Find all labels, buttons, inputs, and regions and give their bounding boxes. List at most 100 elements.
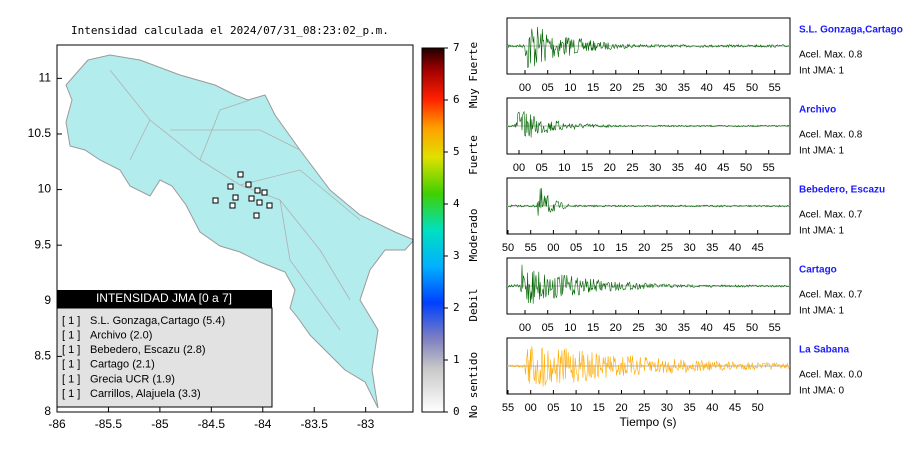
x-axis-label: Tiempo (s) xyxy=(620,415,677,429)
station-name: S.L. Gonzaga,Cartago xyxy=(799,25,903,36)
station-int: Int JMA: 1 xyxy=(799,146,844,157)
time-tick-label: 55 xyxy=(502,402,514,414)
x-tick-label: -83.5 xyxy=(301,417,329,431)
legend-header xyxy=(57,290,272,308)
legend-tag: [ 1 ] xyxy=(62,373,80,385)
y-tick-label: 9.5 xyxy=(34,237,51,251)
colorbar-label: Debil xyxy=(467,288,480,321)
legend-label: Cartago (2.1) xyxy=(90,359,155,371)
time-tick-label: 10 xyxy=(564,82,576,94)
legend-tag: [ 1 ] xyxy=(62,359,80,371)
map-frame xyxy=(56,44,414,413)
station-name: La Sabana xyxy=(799,345,849,356)
time-tick-label: 40 xyxy=(729,242,741,254)
time-tick-label: 20 xyxy=(615,402,627,414)
station-name: Archivo xyxy=(799,105,836,116)
time-tick-label: 35 xyxy=(678,322,690,334)
time-tick-label: 40 xyxy=(706,402,718,414)
legend-tag: [ 1 ] xyxy=(62,330,80,342)
time-tick-label: 20 xyxy=(610,82,622,94)
legend-label: Bebedero, Escazu (2.8) xyxy=(90,344,206,356)
station-acel: Acel. Max. 0.8 xyxy=(799,130,863,141)
station-acel: Acel. Max. 0.0 xyxy=(799,370,863,381)
station-acel: Acel. Max. 0.8 xyxy=(799,50,863,61)
colorbar-tick-label: 7 xyxy=(453,41,460,54)
time-tick-label: 45 xyxy=(752,242,764,254)
time-tick-label: 55 xyxy=(769,322,781,334)
colorbar-tick-label: 4 xyxy=(453,197,460,210)
time-tick-label: 00 xyxy=(525,402,537,414)
time-tick-label: 15 xyxy=(593,402,605,414)
time-tick-label: 50 xyxy=(746,82,758,94)
time-tick-label: 35 xyxy=(672,162,684,174)
map-title: Intensidad calculada el 2024/07/31_08:23… xyxy=(71,24,389,37)
colorbar-tick-label: 3 xyxy=(453,249,460,262)
x-tick-label: -85 xyxy=(151,417,169,431)
time-tick-label: 05 xyxy=(536,162,548,174)
legend-label: S.L. Gonzaga,Cartago (5.4) xyxy=(90,315,225,327)
station-name: Bebedero, Escazu xyxy=(799,185,885,196)
colorbar-tick-label: 2 xyxy=(453,301,460,314)
time-tick-label: 15 xyxy=(587,322,599,334)
time-tick-label: 30 xyxy=(661,402,673,414)
time-tick-label: 15 xyxy=(581,162,593,174)
time-tick-label: 25 xyxy=(626,162,638,174)
time-tick-label: 10 xyxy=(570,402,582,414)
legend-tag: [ 1 ] xyxy=(62,344,80,356)
time-tick-label: 35 xyxy=(678,82,690,94)
station-int: Int JMA: 1 xyxy=(799,226,844,237)
x-tick-label: -83 xyxy=(357,417,375,431)
time-tick-label: 05 xyxy=(547,402,559,414)
waveform xyxy=(507,26,790,68)
colorbar-label: No sentido xyxy=(467,352,480,418)
colorbar-tick-label: 0 xyxy=(453,405,460,418)
time-tick-label: 55 xyxy=(763,162,775,174)
time-tick-label: 00 xyxy=(519,322,531,334)
time-tick-label: 25 xyxy=(661,242,673,254)
time-tick-label: 25 xyxy=(632,82,644,94)
time-tick-label: 30 xyxy=(655,322,667,334)
waveform xyxy=(507,264,790,304)
legend-tag: [ 1 ] xyxy=(62,388,80,400)
legend-label: Carrillos, Alajuela (3.3) xyxy=(90,388,201,400)
time-tick-label: 35 xyxy=(683,402,695,414)
time-tick-label: 50 xyxy=(746,322,758,334)
station-acel: Acel. Max. 0.7 xyxy=(799,210,863,221)
legend-tag: [ 1 ] xyxy=(62,315,80,327)
colorbar-tick-label: 6 xyxy=(453,93,460,106)
station-int: Int JMA: 1 xyxy=(799,66,844,77)
stations xyxy=(212,171,273,219)
waveform xyxy=(507,188,790,216)
time-tick-label: 25 xyxy=(638,402,650,414)
y-tick-label: 10.5 xyxy=(28,126,52,140)
time-tick-label: 30 xyxy=(655,82,667,94)
station-int: Int JMA: 0 xyxy=(799,386,844,397)
time-tick-label: 10 xyxy=(593,242,605,254)
time-tick-label: 55 xyxy=(769,82,781,94)
colorbar-label: Fuerte xyxy=(467,135,480,175)
time-tick-label: 50 xyxy=(502,242,514,254)
time-tick-label: 15 xyxy=(615,242,627,254)
station-acel: Acel. Max. 0.7 xyxy=(799,290,863,301)
time-tick-label: 20 xyxy=(604,162,616,174)
colorbar-label: Muy Fuerte xyxy=(467,42,480,108)
time-tick-label: 10 xyxy=(564,322,576,334)
time-tick-label: 40 xyxy=(700,82,712,94)
time-tick-label: 45 xyxy=(717,162,729,174)
y-tick-label: 10 xyxy=(38,182,52,196)
time-tick-label: 00 xyxy=(513,162,525,174)
y-tick-label: 8 xyxy=(44,404,51,418)
time-tick-label: 40 xyxy=(700,322,712,334)
time-tick-label: 50 xyxy=(752,402,764,414)
time-tick-label: 35 xyxy=(706,242,718,254)
y-tick-label: 8.5 xyxy=(34,349,51,363)
time-tick-label: 30 xyxy=(683,242,695,254)
time-tick-label: 25 xyxy=(632,322,644,334)
waveform xyxy=(507,346,790,387)
y-tick-label: 11 xyxy=(39,71,52,85)
colorbar-tick-label: 5 xyxy=(453,145,460,158)
country-shape xyxy=(65,54,413,409)
station-name: Cartago xyxy=(799,265,837,276)
time-tick-label: 50 xyxy=(740,162,752,174)
colorbar xyxy=(421,47,445,413)
